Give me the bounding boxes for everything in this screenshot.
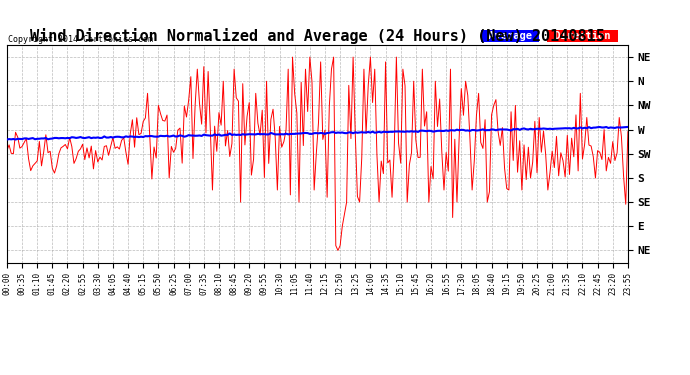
Text: Direction: Direction [549,31,617,41]
Title: Wind Direction Normalized and Average (24 Hours) (New) 20140815: Wind Direction Normalized and Average (2… [30,28,605,44]
Text: Average: Average [482,31,538,41]
Text: Copyright 2014 Cartronics.com: Copyright 2014 Cartronics.com [8,35,152,44]
